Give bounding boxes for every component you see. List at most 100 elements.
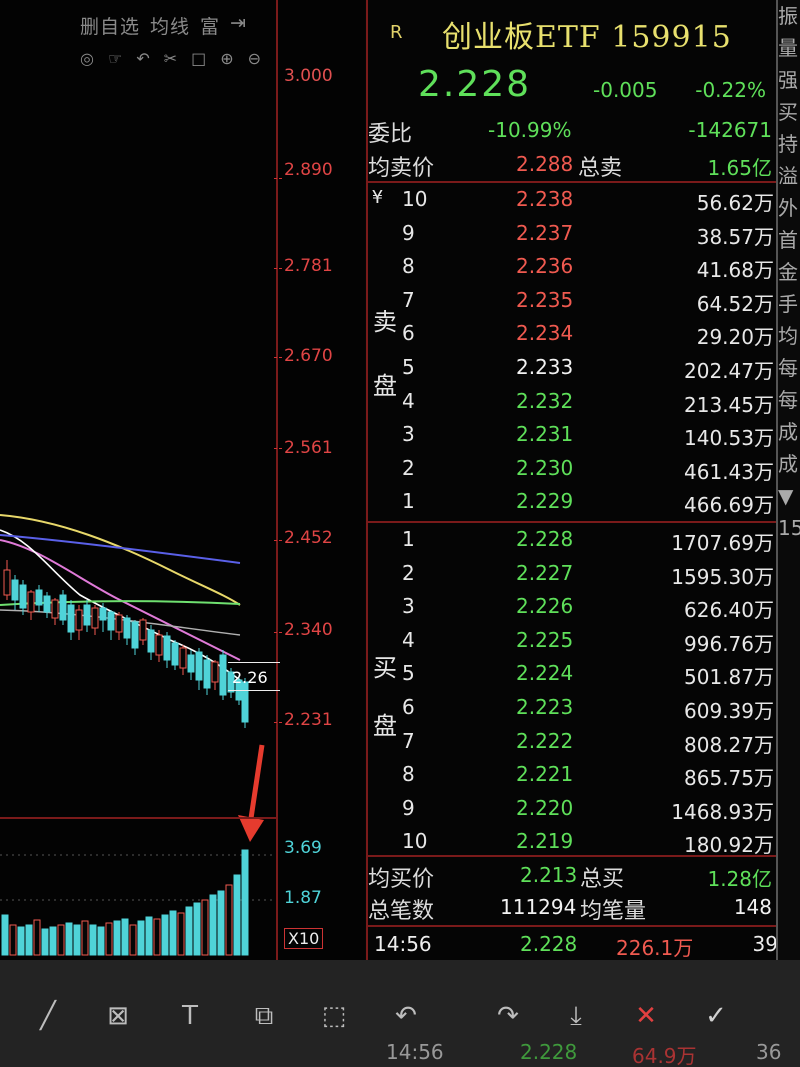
level-number: 2	[402, 560, 415, 585]
save-icon[interactable]: ⤓	[570, 1001, 582, 1031]
tick-count: 39	[752, 932, 778, 956]
level-number: 9	[402, 795, 415, 820]
level-price: 2.225	[516, 627, 574, 652]
level-price: 2.229	[516, 489, 574, 514]
pen-icon[interactable]: ╱	[40, 1001, 56, 1031]
level-price: 2.224	[516, 661, 574, 686]
rich-button[interactable]: 富	[200, 16, 221, 38]
level-number: 6	[402, 695, 415, 719]
level-price: 2.222	[516, 728, 574, 753]
edge-panel-label: 外	[778, 196, 798, 220]
pointer-icon[interactable]: ☞	[107, 49, 123, 68]
edge-panel-label: 首	[778, 228, 798, 252]
kline-chart-area[interactable]: 删自选 均线 富 ⇥ ◎ ☞ ↶ ✂ □ ⊕ ⊖ 3.	[0, 0, 365, 960]
total-sell-value: 1.65亿	[707, 156, 772, 180]
level-price: 2.228	[516, 527, 574, 551]
order-level-row[interactable]: 1 2.228 1707.69万	[368, 523, 778, 557]
level-number: 7	[402, 728, 415, 753]
edge-panel-label: 15	[778, 516, 800, 540]
level-volume: 1468.93万	[671, 799, 774, 824]
undo-icon[interactable]: ↶	[395, 1001, 417, 1031]
order-level-row[interactable]: 1 2.229 466.69万	[368, 485, 778, 519]
security-name[interactable]: 创业板ETF 159915	[442, 20, 732, 55]
avg-sell-value: 2.288	[516, 152, 574, 176]
tick-row[interactable]: 14:56 2.228 226.1万 39	[368, 925, 778, 960]
last-price-tag: 2.26	[232, 668, 268, 687]
order-level-row[interactable]: 5 2.233 202.47万	[368, 351, 778, 385]
mosaic-icon[interactable]: ⊠	[107, 1001, 129, 1031]
level-number: 1	[402, 527, 415, 551]
redo-icon[interactable]: ↷	[497, 1001, 519, 1031]
undo-icon[interactable]: ↶	[136, 49, 150, 68]
hide-icon[interactable]: ◎	[80, 49, 94, 68]
order-level-row[interactable]: 6 2.234 29.20万	[368, 317, 778, 351]
cancel-icon[interactable]: ✕	[635, 1001, 657, 1031]
level-volume: 1707.69万	[671, 531, 774, 555]
level-number: 3	[402, 594, 415, 619]
edge-panel-label: 每	[778, 356, 798, 380]
quote-row: 2.228 -0.005 -0.22%	[368, 62, 778, 112]
axis-tick-2781: 2.781	[284, 256, 333, 276]
edge-panel-label: 溢	[778, 164, 798, 188]
ghost-tick-price: 2.228	[520, 1040, 578, 1064]
order-level-row[interactable]: 10 2.238 56.62万	[368, 183, 778, 217]
order-level-row[interactable]: 7 2.222 808.27万	[368, 725, 778, 759]
level-price: 2.233	[516, 355, 574, 379]
axis-tick-2231: 2.231	[284, 710, 333, 730]
expand-icon[interactable]: ⇥	[230, 12, 247, 34]
trades-label: 总笔数	[368, 899, 435, 924]
level-price: 2.236	[516, 254, 574, 279]
currency-icon: ¥	[372, 187, 383, 208]
frame-icon[interactable]: ⬚	[321, 1001, 347, 1031]
zoom-in-icon[interactable]: ⊕	[220, 49, 234, 68]
edge-panel-label: 买	[778, 100, 798, 124]
delete-watchlist-button[interactable]: 删自选	[80, 16, 141, 38]
order-level-row[interactable]: 3 2.226 626.40万	[368, 590, 778, 624]
level-volume: 808.27万	[684, 732, 774, 757]
edge-panel-label: 手	[778, 292, 798, 316]
weibi-diff: -142671	[688, 118, 772, 142]
scissors-icon[interactable]: ✂	[163, 49, 178, 68]
tick-time: 14:56	[374, 932, 432, 956]
axis-tick-2890: 2.890	[284, 160, 333, 180]
moving-average-button[interactable]: 均线	[150, 16, 191, 38]
crop-icon[interactable]: ⧉	[254, 1001, 274, 1031]
order-level-row[interactable]: 5 2.224 501.87万	[368, 657, 778, 691]
level-price: 2.232	[516, 388, 574, 413]
rect-icon[interactable]: □	[191, 49, 207, 68]
level-number: 10	[402, 829, 428, 854]
kline-chart	[0, 514, 276, 956]
order-level-row[interactable]: 6 2.223 609.39万	[368, 691, 778, 725]
order-level-row[interactable]: 2 2.230 461.43万	[368, 452, 778, 486]
title-bar: R 创业板ETF 159915	[368, 10, 778, 60]
level-price: 2.231	[516, 422, 574, 447]
level-number: 2	[402, 455, 415, 480]
price-change-pct: -0.22%	[695, 78, 766, 102]
level-number: 10	[402, 187, 428, 211]
avg-buy-value: 2.213	[520, 863, 578, 887]
candlesticks	[3, 560, 249, 728]
level-number: 1	[402, 489, 415, 514]
order-level-row[interactable]: 7 2.235 64.52万	[368, 284, 778, 318]
order-level-row[interactable]: 3 2.231 140.53万	[368, 418, 778, 452]
order-level-row[interactable]: 2 2.227 1595.30万	[368, 557, 778, 591]
buy-side-label-2: 盘	[373, 712, 397, 740]
order-level-row[interactable]: 10 2.219 180.92万	[368, 825, 778, 859]
order-level-row[interactable]: 9 2.220 1468.93万	[368, 792, 778, 826]
summary-block: 均买价 2.213 总买 1.28亿 总笔数 111294 均笔量 148	[368, 855, 778, 924]
zoom-out-icon[interactable]: ⊖	[247, 49, 262, 68]
buy-side: 买 盘 1 2.228 1707.69万 2 2.227 1595.30万 3 2.226 62…	[368, 521, 778, 857]
confirm-icon[interactable]: ✓	[705, 1001, 727, 1031]
tick-volume: 226.1万	[616, 936, 694, 960]
order-level-row[interactable]: 9 2.237 38.57万	[368, 217, 778, 251]
text-icon[interactable]: Ｔ	[176, 1001, 203, 1031]
tick-price: 2.228	[520, 932, 578, 956]
order-level-row[interactable]: 4 2.232 213.45万	[368, 385, 778, 419]
order-level-row[interactable]: 8 2.221 865.75万	[368, 758, 778, 792]
last-price: 2.228	[418, 64, 532, 105]
buy-side-label-1: 买	[373, 654, 397, 682]
sell-side: 卖 盘 ¥ 10 2.238 56.62万 9 2.237 38.57万 8 2.236 41.…	[368, 181, 778, 521]
order-level-row[interactable]: 4 2.225 996.76万	[368, 624, 778, 658]
order-level-row[interactable]: 8 2.236 41.68万	[368, 250, 778, 284]
